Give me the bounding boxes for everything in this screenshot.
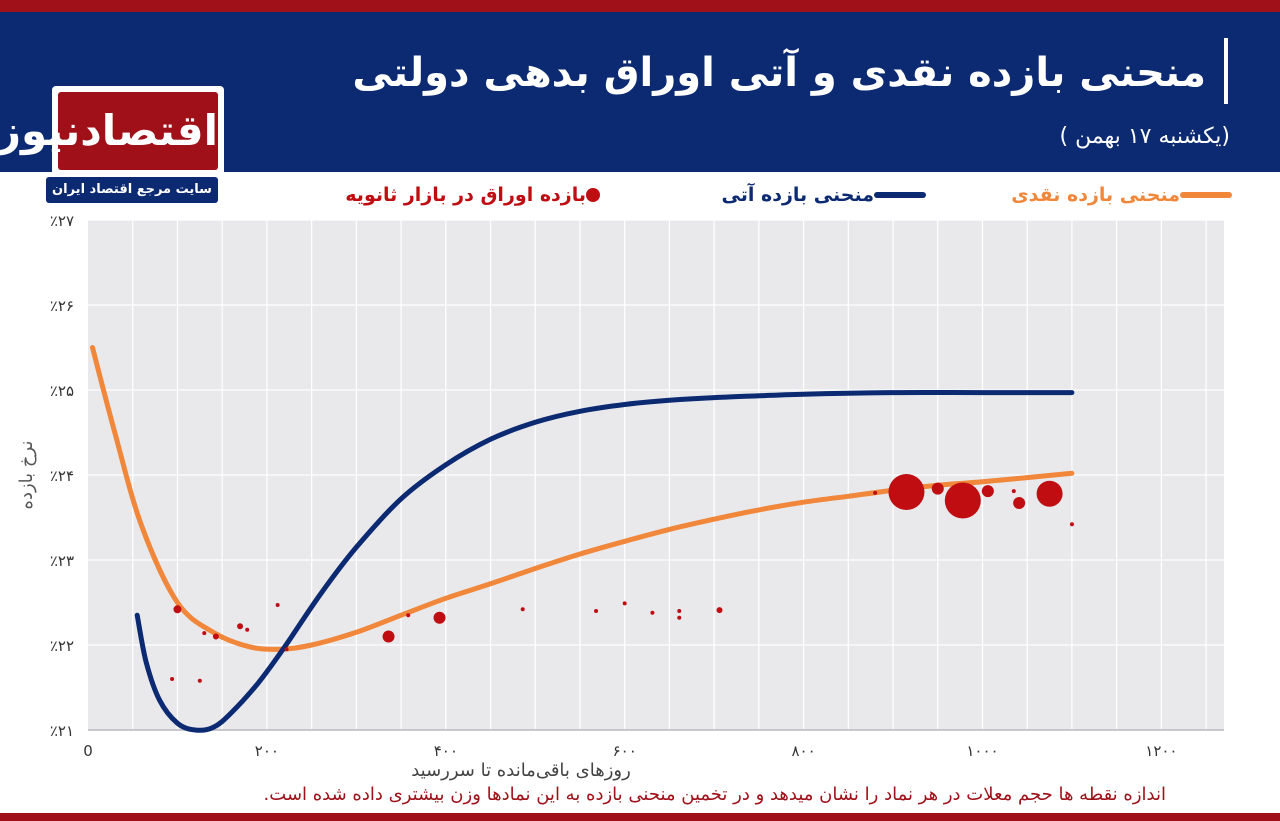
y-tick-label: ٪۲۳: [50, 552, 74, 570]
bottom-accent-bar: [0, 813, 1280, 821]
x-tick-label: 0: [83, 742, 93, 760]
bond-yield-point: [944, 482, 981, 519]
bond-yield-point: [677, 609, 682, 613]
title-divider: [1224, 38, 1228, 104]
chart-date: (یکشنبه ۱۷ بهمن ): [1059, 124, 1231, 149]
bond-yield-point: [622, 601, 627, 606]
x-tick-label: ۶۰۰: [613, 742, 637, 760]
bond-yield-point: [520, 607, 525, 612]
legend-item-secondary-market: بازده اوراق در بازار ثانویه: [345, 184, 612, 206]
y-tick-label: ٪۲۴: [50, 467, 74, 485]
bond-yield-point: [1069, 522, 1074, 527]
bond-yield-point: [888, 474, 925, 510]
legend-label-spot: منحنی بازده نقدی: [1011, 184, 1180, 206]
x-tick-label: ۲۰۰: [255, 742, 279, 760]
y-tick-label: ٪۲۶: [50, 297, 74, 315]
legend-item-spot-curve: منحنی بازده نقدی: [1011, 184, 1244, 206]
bond-yield-point: [382, 630, 395, 643]
logo-tagline: سایت مرجع اقتصاد ایران: [46, 177, 218, 203]
bond-yield-point: [931, 482, 944, 495]
bond-yield-point: [237, 623, 244, 630]
legend-swatch-forward: [874, 192, 926, 198]
bond-yield-point: [284, 647, 289, 652]
legend-label-forward: منحنی بازده آتی: [721, 184, 874, 206]
bond-yield-point: [202, 631, 207, 636]
bond-yield-point: [212, 633, 219, 640]
bond-yield-point: [1011, 489, 1016, 494]
y-tick-label: ٪۲۵: [50, 382, 74, 400]
y-tick-label: ٪۲۲: [50, 637, 74, 655]
x-axis-label: روزهای باقی‌مانده تا سررسید: [411, 760, 631, 781]
footnote: اندازه نقطه ها حجم معلات در هر نماد را ن…: [263, 784, 1166, 805]
bond-yield-point: [197, 678, 202, 683]
bond-yield-point: [873, 490, 878, 495]
bond-yield-point: [1036, 480, 1063, 507]
bond-yield-point: [716, 607, 723, 614]
x-tick-label: ۱۲۰۰: [1145, 742, 1177, 760]
chart-title: منحنی بازده نقدی و آتی اوراق بدهی دولتی: [352, 50, 1206, 96]
legend-swatch-points: [586, 188, 600, 202]
y-tick-label: ٪۲۱: [50, 722, 74, 740]
bond-yield-point: [245, 627, 250, 632]
y-axis-label: نرخ بازده: [16, 441, 37, 510]
x-tick-label: ۴۰۰: [434, 742, 458, 760]
logo: اقتصادنیوز: [0, 92, 218, 170]
bond-yield-point: [433, 611, 446, 624]
bond-yield-point: [594, 609, 599, 613]
legend-label-points: بازده اوراق در بازار ثانویه: [345, 184, 586, 206]
bond-yield-point: [1013, 497, 1026, 510]
bond-yield-point: [650, 610, 655, 615]
forward-yield-curve: [134, 389, 1075, 733]
legend-swatch-spot: [1180, 192, 1232, 198]
x-tick-label: ۱۰۰۰: [966, 742, 998, 760]
bond-yield-point: [677, 615, 682, 620]
y-tick-label: ٪۲۷: [50, 212, 74, 230]
bond-yield-point: [173, 605, 182, 614]
bond-yield-point: [275, 603, 280, 608]
bond-yield-point: [170, 677, 175, 681]
bond-yield-point: [981, 485, 994, 498]
x-tick-label: ۸۰۰: [792, 742, 816, 760]
bond-yield-point: [406, 613, 411, 618]
top-accent-bar: [0, 0, 1280, 12]
legend-item-forward-curve: منحنی بازده آتی: [722, 184, 938, 206]
